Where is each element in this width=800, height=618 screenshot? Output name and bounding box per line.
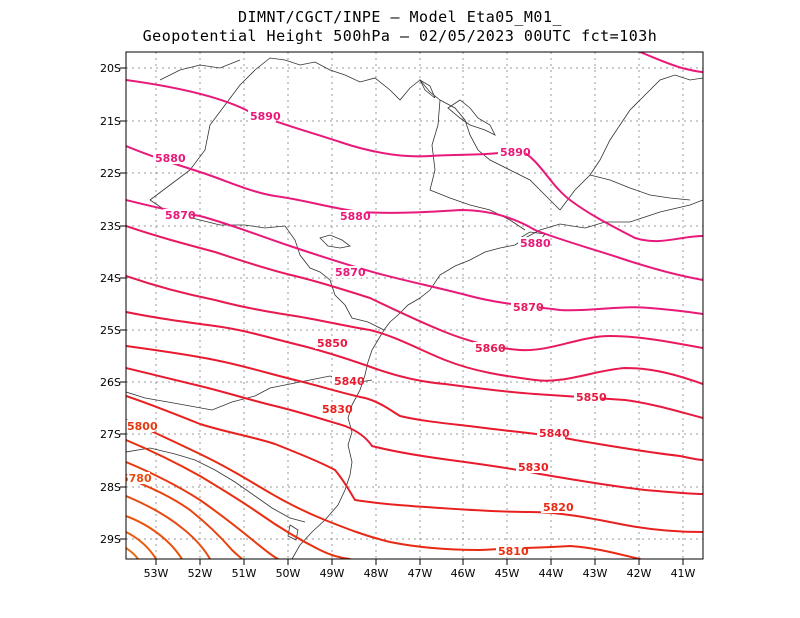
contour-label: 5870 xyxy=(165,209,196,222)
contour-label: 5830 xyxy=(322,403,353,416)
contour-5780 xyxy=(126,495,211,559)
gridlines xyxy=(126,52,703,559)
contour-label: 5890 xyxy=(250,110,281,123)
contour-label: 5880 xyxy=(340,210,371,223)
lon-tick-label: 45W xyxy=(495,567,520,580)
contour-5800 xyxy=(126,461,279,559)
contour-label: 5830 xyxy=(518,461,549,474)
contour-label: 5870 xyxy=(513,301,544,314)
contour-5850 xyxy=(126,311,703,419)
contour-5810 xyxy=(126,439,351,559)
lon-tick-label: 42W xyxy=(627,567,652,580)
lat-tick-label: 22S xyxy=(100,167,121,180)
contour-label: 5810 xyxy=(498,545,529,558)
contour-5880-a xyxy=(126,145,703,281)
contour-label: 5860 xyxy=(475,342,506,355)
contour-5750 xyxy=(126,547,139,559)
lon-tick-label: 50W xyxy=(276,567,301,580)
contour-labels: 5890 5890 5880 5880 5880 5870 5870 5870 … xyxy=(121,110,607,558)
contour-lines xyxy=(126,52,703,559)
contour-label: 5800 xyxy=(127,420,158,433)
contour-5840 xyxy=(126,367,703,495)
lon-tick-label: 44W xyxy=(539,567,564,580)
contour-label: 5850 xyxy=(576,391,607,404)
lon-tick-label: 41W xyxy=(671,567,696,580)
contour-label: 5840 xyxy=(539,427,570,440)
lon-tick-marks xyxy=(155,559,684,565)
lat-tick-label: 20S xyxy=(100,62,121,75)
contour-label: 5870 xyxy=(335,266,366,279)
coastline-and-borders xyxy=(126,57,703,559)
contour-5890-b xyxy=(639,52,703,73)
lon-tick-label: 47W xyxy=(408,567,433,580)
lon-tick-label: 52W xyxy=(188,567,213,580)
contour-5860 xyxy=(126,225,703,352)
lon-tick-label: 46W xyxy=(451,567,476,580)
contour-5845 xyxy=(126,345,703,461)
lat-tick-label: 28S xyxy=(100,481,121,494)
lon-tick-label: 53W xyxy=(144,567,169,580)
lat-tick-marks xyxy=(120,67,126,540)
lat-tick-labels: 20S 21S 22S 23S 24S 25S 26S 27S 28S 29S xyxy=(100,62,121,546)
contour-label: 5850 xyxy=(317,337,348,350)
contour-label: 5890 xyxy=(500,146,531,159)
contour-5760 xyxy=(126,531,157,559)
contour-label: 5820 xyxy=(543,501,574,514)
contour-5855 xyxy=(126,275,703,385)
lat-tick-label: 24S xyxy=(100,272,121,285)
lon-tick-label: 48W xyxy=(364,567,389,580)
lat-tick-label: 25S xyxy=(100,324,121,337)
contour-5830 xyxy=(126,395,703,533)
contour-label: 5780 xyxy=(121,472,152,485)
lat-tick-label: 23S xyxy=(100,220,121,233)
map-title-line1: DIMNT/CGCT/INPE – Model Eta05_M01_ xyxy=(237,8,563,26)
lon-tick-labels: 53W 52W 51W 50W 49W 48W 47W 46W 45W 44W … xyxy=(144,567,696,580)
contour-label: 5880 xyxy=(520,237,551,250)
contour-label: 5880 xyxy=(155,152,186,165)
lat-tick-label: 29S xyxy=(100,533,121,546)
map-title-line2: Geopotential Height 500hPa – 02/05/2023 … xyxy=(142,27,658,45)
contour-5890-a xyxy=(126,79,703,243)
contour-5870-a xyxy=(126,199,703,315)
lat-tick-label: 21S xyxy=(100,115,121,128)
plot-frame xyxy=(125,51,704,560)
contour-5820 xyxy=(126,419,641,559)
lon-tick-label: 51W xyxy=(232,567,257,580)
contour-label: 5840 xyxy=(334,375,365,388)
lon-tick-label: 43W xyxy=(583,567,608,580)
contour-5770 xyxy=(126,515,183,559)
lat-tick-label: 27S xyxy=(100,428,121,441)
lon-tick-label: 49W xyxy=(320,567,345,580)
lat-tick-label: 26S xyxy=(100,376,121,389)
contour-5790 xyxy=(126,477,243,559)
